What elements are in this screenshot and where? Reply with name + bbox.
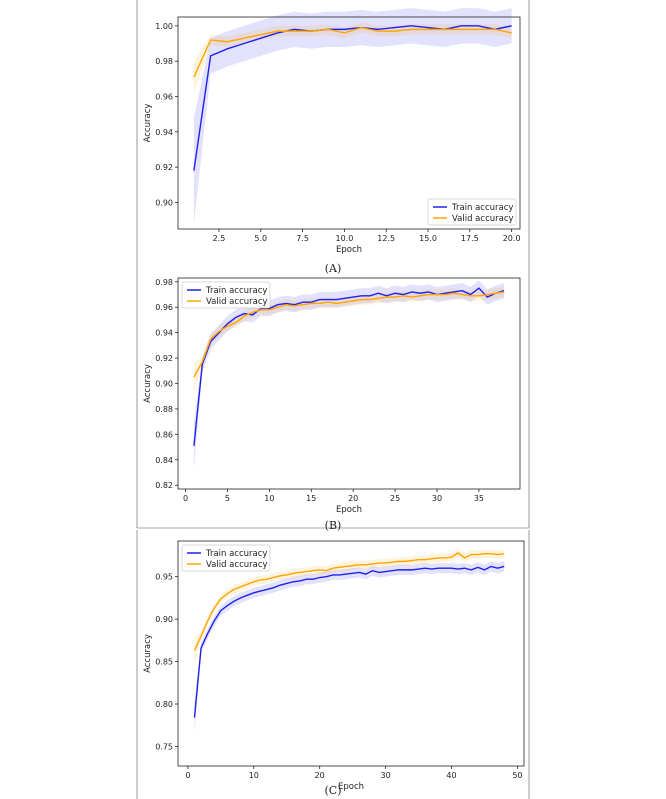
legend-box: [181, 281, 271, 309]
y-tick-label: 0.95: [155, 573, 173, 582]
x-tick-label: 5: [225, 494, 230, 503]
y-tick-label: 0.75: [155, 742, 173, 751]
x-axis-label: Epoch: [336, 245, 362, 255]
series-line-0: [193, 565, 505, 718]
legend-label-1: Valid accuracy: [206, 297, 268, 307]
series-line-0: [193, 287, 505, 446]
panel-c-chart: 0 10 20 30 40 50 0.75 0.80 0.85 0.90 0.95 Epoch Accu…: [143, 540, 525, 792]
legend-label-1: Valid accuracy: [206, 560, 268, 570]
caption-a: (A): [324, 262, 342, 275]
series-line-1: [193, 26, 512, 78]
y-tick-label: 0.82: [155, 481, 173, 490]
y-tick-label: 0.80: [155, 700, 173, 709]
x-tick-label: 40: [446, 771, 456, 780]
y-tick-label: 0.86: [155, 430, 173, 439]
y-tick-label: 0.92: [155, 163, 173, 172]
y-tick-label: 0.96: [155, 303, 173, 312]
series-band-1: [193, 286, 505, 393]
y-axis-label: Accuracy: [143, 364, 153, 403]
x-tick-label: 2.5: [213, 234, 226, 243]
series-line-1: [193, 552, 505, 651]
x-tick-label: 25: [390, 494, 400, 503]
x-tick-label: 7.5: [296, 234, 309, 243]
series-band-0: [193, 280, 505, 469]
x-tick-label: 20: [348, 494, 358, 503]
x-axis-label: Epoch: [338, 782, 364, 792]
legend-label-0: Train accuracy: [205, 549, 267, 559]
legend-box: [427, 198, 517, 226]
legend-label-0: Train accuracy: [205, 286, 267, 296]
plot-area-frame: [177, 277, 521, 490]
x-tick-label: 17.5: [461, 234, 479, 243]
x-tick-label: 10: [264, 494, 274, 503]
y-tick-label: 0.88: [155, 405, 173, 414]
x-tick-label: 20: [315, 771, 325, 780]
x-tick-label: 15: [306, 494, 316, 503]
x-tick-label: 5.0: [254, 234, 267, 243]
y-tick-label: 0.98: [155, 57, 173, 66]
series-line-0: [193, 25, 512, 171]
legend-label-0: Train accuracy: [451, 203, 513, 213]
y-tick-label: 0.90: [155, 199, 173, 208]
y-tick-label: 1.00: [155, 22, 173, 31]
series-line-1: [193, 291, 505, 378]
y-axis-label: Accuracy: [143, 634, 153, 673]
caption-b: (B): [324, 519, 342, 532]
panel-a-chart: 2.5 5.0 7.5 10.0 12.5 15.0 17.5 20.0 0.90 0.92 0.9…: [143, 8, 521, 255]
y-tick-label: 0.90: [155, 380, 173, 389]
x-tick-label: 50: [512, 771, 522, 780]
x-tick-label: 10: [249, 771, 259, 780]
y-tick-label: 0.94: [155, 329, 173, 338]
caption-c: (C): [324, 784, 342, 797]
x-tick-label: 12.5: [377, 234, 395, 243]
plot-area-frame: [177, 540, 525, 767]
x-tick-label: 20.0: [503, 234, 521, 243]
x-tick-label: 35: [474, 494, 484, 503]
x-tick-label: 15.0: [419, 234, 437, 243]
x-tick-label: 30: [381, 771, 391, 780]
legend-box: [181, 544, 271, 572]
y-tick-label: 0.96: [155, 93, 173, 102]
x-tick-label: 10.0: [335, 234, 353, 243]
x-tick-label: 30: [432, 494, 442, 503]
legend-label-1: Valid accuracy: [452, 214, 514, 224]
y-tick-label: 0.92: [155, 354, 173, 363]
x-axis-label: Epoch: [336, 505, 362, 515]
y-tick-label: 0.85: [155, 658, 173, 667]
y-tick-label: 0.94: [155, 128, 173, 137]
y-tick-label: 0.98: [155, 278, 173, 287]
x-tick-label: 0: [183, 494, 188, 503]
panel-b-chart: 0 5 10 15 20 25 30 35 0.82 0.84 0.86 0.88 0.90 0.92 0.…: [143, 277, 521, 515]
y-tick-label: 0.90: [155, 615, 173, 624]
y-axis-label: Accuracy: [143, 104, 153, 143]
page-frame: [136, 0, 530, 799]
y-tick-label: 0.84: [155, 456, 173, 465]
plot-area-frame: [177, 16, 521, 230]
x-tick-label: 0: [185, 771, 190, 780]
